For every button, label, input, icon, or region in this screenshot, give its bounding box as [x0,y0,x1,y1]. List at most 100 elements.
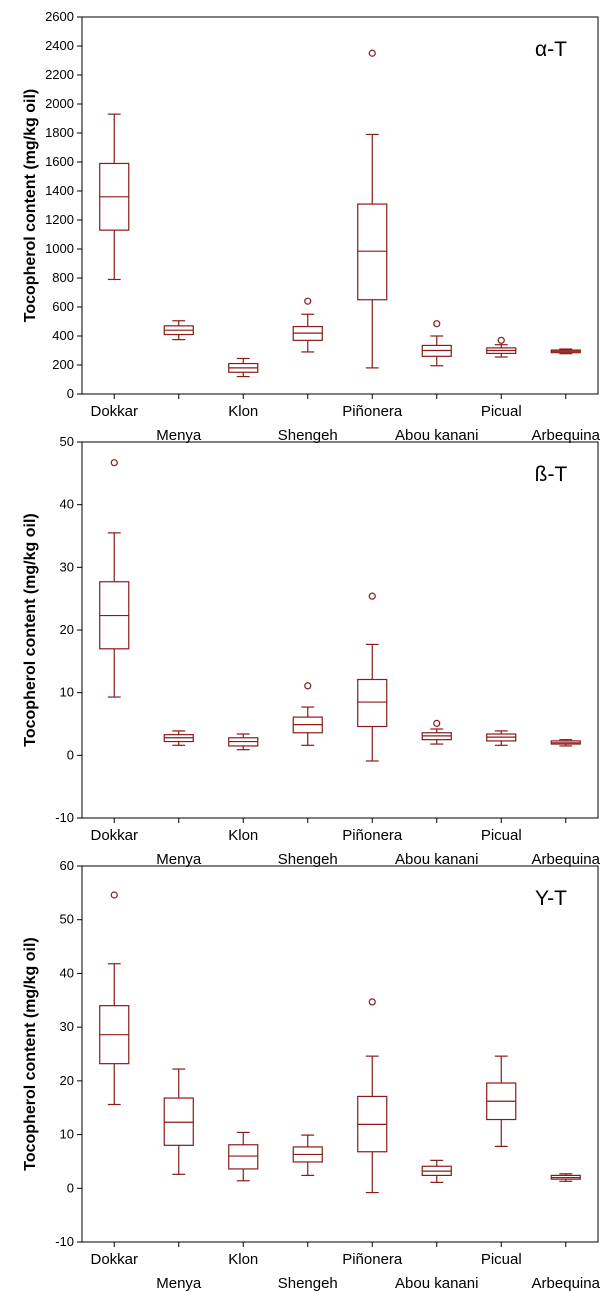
x-tick-label: Abou kanani [395,1275,478,1291]
y-tick-label: 600 [52,299,74,314]
box-pi-onera [357,592,388,762]
outlier-point [110,891,118,899]
box-abou-kanani [421,719,452,745]
outlier-point [433,719,441,727]
y-tick-label: 50 [60,912,74,927]
outlier-point [110,459,118,467]
y-tick-label: 10 [60,685,74,700]
x-tick-label: Dokkar [90,827,138,844]
plot-frame [81,16,599,395]
box-iqr [357,678,388,728]
x-tick-label: Klon [228,1251,258,1268]
x-tick-label: Dokkar [90,1251,138,1268]
x-tick-label: Klon [228,827,258,844]
x-tick-label: Menya [156,427,202,444]
chart-panel-2: -10 0 10 20 30 40 50 Dokkar Menya Klon ShengehPiño… [22,434,601,868]
y-tick-label: 20 [60,622,74,637]
x-tick-label: Shengeh [278,1275,338,1291]
y-tick-label: 40 [60,497,74,512]
outlier-point [433,320,441,328]
box-dokkar [99,459,130,698]
y-tick-label: 0 [67,747,74,762]
x-tick-label: Picual [481,1251,522,1268]
y-tick-label: 2200 [45,67,74,82]
plot-frame [81,865,599,1243]
box-shengeh [292,297,323,353]
x-tick-label: Piñonera [342,403,403,420]
y-tick-label: -10 [55,1234,74,1249]
box-klon [228,357,259,378]
y-tick-label: 30 [60,1019,74,1034]
box-shengeh [292,1134,323,1176]
y-tick-label: 0 [67,386,74,401]
box-picual [486,1055,517,1147]
x-tick-label: Arbequina [532,1275,601,1291]
x-tick-label: Shengeh [278,427,338,444]
plot-frame [81,441,599,819]
y-tick-label: 30 [60,559,74,574]
box-klon [228,1131,259,1182]
y-tick-label: 1400 [45,183,74,198]
y-tick-label: -10 [55,810,74,825]
y-tick-label: 10 [60,1127,74,1142]
panel-title: ß-T [535,463,568,486]
x-tick-label: Menya [156,1275,202,1291]
panel-title: α-T [535,38,567,61]
box-arbequina [550,348,581,355]
x-tick-label: Abou kanani [395,851,478,868]
x-tick-label: Piñonera [342,1251,403,1268]
outlier-point [368,49,376,57]
box-pi-onera [357,998,388,1194]
x-tick-label: Menya [156,851,202,868]
y-axis-label: Tocopherol content (mg/kg oil) [22,937,39,1170]
x-tick-label: Piñonera [342,827,403,844]
y-tick-label: 20 [60,1073,74,1088]
y-tick-label: 60 [60,858,74,873]
outlier-point [304,682,312,690]
x-tick-label: Dokkar [90,403,138,420]
y-tick-label: 40 [60,965,74,980]
y-tick-label: 800 [52,270,74,285]
outlier-point [368,592,376,600]
box-iqr [228,1144,259,1170]
box-menya [163,730,194,746]
box-klon [228,733,259,751]
box-dokkar [99,891,130,1106]
box-shengeh [292,682,323,746]
box-pi-onera [357,49,388,369]
y-axis-label: Tocopherol content (mg/kg oil) [22,513,39,746]
y-tick-label: 2000 [45,96,74,111]
x-tick-label: Klon [228,403,258,420]
box-picual [486,730,517,746]
x-tick-label: Picual [481,827,522,844]
x-tick-label: Abou kanani [395,427,478,444]
y-tick-label: 1000 [45,241,74,256]
box-menya [163,1068,194,1175]
y-tick-label: 2400 [45,38,74,53]
x-tick-label: Arbequina [532,427,601,444]
chart-panel-3: -100102030405060DokkarMenyaKlonShengehPi… [22,858,601,1291]
x-tick-label: Arbequina [532,851,601,868]
outlier-point [497,336,505,344]
box-menya [163,320,194,341]
panel-title: Y-T [535,887,567,910]
y-tick-label: 1800 [45,125,74,140]
y-tick-label: 1600 [45,154,74,169]
y-axis-label: Tocopherol content (mg/kg oil) [22,89,39,322]
chart-panel-1: 0 200 400 600 800 1000 1200 1400 1600 1800 2000 220… [22,9,601,444]
outlier-point [368,998,376,1006]
y-tick-label: 200 [52,357,74,372]
y-tick-label: 400 [52,328,74,343]
box-iqr [357,203,388,301]
box-picual [486,336,517,358]
y-tick-label: 50 [60,434,74,449]
x-tick-label: Shengeh [278,851,338,868]
box-abou-kanani [421,320,452,367]
box-dokkar [99,113,130,281]
outlier-point [304,297,312,305]
x-tick-label: Picual [481,403,522,420]
box-arbequina [550,739,581,747]
y-tick-label: 1200 [45,212,74,227]
y-tick-label: 0 [67,1180,74,1195]
